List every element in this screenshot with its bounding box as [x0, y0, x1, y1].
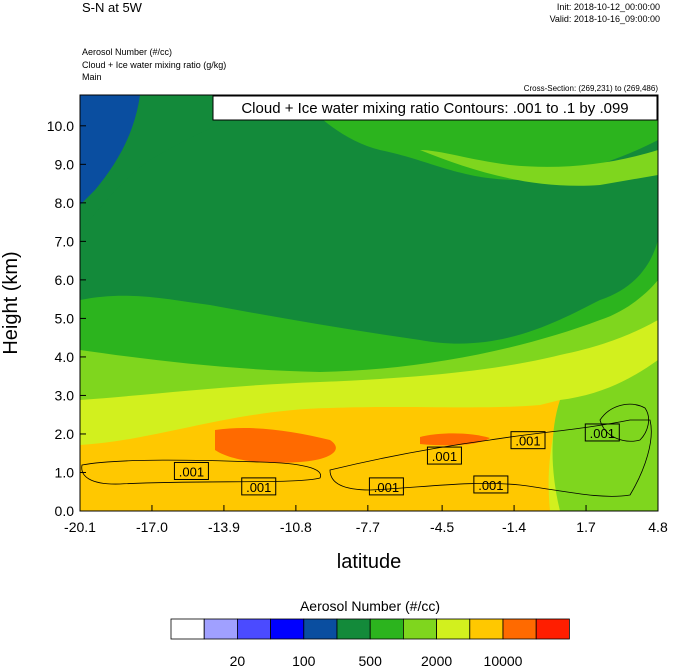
band-upper-streak [420, 150, 658, 186]
contour-label-box [241, 477, 277, 496]
colorbar-swatch [535, 618, 570, 640]
band-upper-green [80, 95, 300, 230]
contour-label-box [426, 446, 462, 465]
colorbar-swatch [203, 618, 238, 640]
band-right-lower [552, 360, 658, 511]
contour-right [599, 403, 650, 442]
y-tick-label: 5.0 [55, 310, 75, 326]
init-time: Init: 2018-10-12_00:00:00 [556, 2, 660, 12]
colorbar-swatch [369, 618, 404, 640]
colorbar-swatch [502, 618, 537, 640]
cross-section-label: Cross-Section: (269,231) to (269,486) [523, 84, 658, 93]
colorbar-swatch [469, 618, 504, 640]
contour-label-box [584, 423, 620, 442]
field-main: Main [82, 72, 102, 82]
x-tick-label: -7.7 [356, 519, 380, 535]
x-tick-label: -10.8 [280, 519, 312, 535]
contour-label-box [510, 431, 546, 450]
y-tick-label: 10.0 [47, 118, 74, 134]
x-axis-label: latitude [337, 551, 402, 573]
y-tick-label: 6.0 [55, 272, 75, 288]
contour-label: .001 [515, 434, 540, 449]
x-tick-label: 1.7 [576, 519, 596, 535]
colorbar-swatch [336, 618, 371, 640]
colorbar-swatch [270, 618, 305, 640]
colorbar-swatch [436, 618, 471, 640]
contour-label: .001 [478, 478, 503, 493]
field-cloud-ice: Cloud + Ice water mixing ratio (g/kg) [82, 60, 227, 70]
x-tick-label: -13.9 [208, 519, 240, 535]
contour-label: .001 [179, 464, 204, 479]
contour-label: .001 [590, 426, 615, 441]
y-axis-label: Height (km) [0, 251, 22, 354]
contour-label: .001 [432, 449, 457, 464]
y-axis: 0.0 1.0 2.0 3.0 4.0 5.0 6.0 7.0 8.0 9.0 10.0 [47, 118, 86, 519]
y-tick-label: 9.0 [55, 156, 75, 172]
y-tick-label: 4.0 [55, 349, 75, 365]
plot-frame [79, 94, 659, 512]
colorbar-title: Aerosol Number (#/cc) [299, 598, 441, 614]
x-tick-label: -17.0 [136, 519, 168, 535]
contour-label-box [173, 461, 209, 480]
colorbar-swatch [170, 618, 205, 640]
x-tick-label: -1.4 [502, 519, 526, 535]
x-tick-label: -20.1 [64, 519, 96, 535]
colorbar-label: 100 [292, 653, 316, 668]
valid-time: Valid: 2018-10-16_09:00:00 [549, 14, 660, 24]
y-tick-label: 2.0 [55, 426, 75, 442]
y-tick-label: 1.0 [55, 464, 75, 480]
contour-mid [329, 419, 652, 497]
contour-label: .001 [246, 480, 271, 495]
contour-labels: .001 .001 .001 .001 .001 .001 .001 [173, 423, 620, 496]
main-title: S-N at 5W [82, 0, 142, 15]
x-axis: -20.1 -17.0 -13.9 -10.8 -7.7 -4.5 -1.4 1.7 4.8 [64, 505, 668, 535]
field-aerosol: Aerosol Number (#/cc) [82, 47, 173, 57]
contour-info-box [212, 95, 658, 121]
cloud-contours [81, 403, 652, 497]
aerosol-field [80, 95, 658, 511]
x-tick-label: 4.8 [648, 519, 668, 535]
colorbar-label: 500 [359, 653, 383, 668]
band-2000-a [80, 95, 658, 411]
band-red-orange [215, 428, 336, 463]
y-tick-label: 7.0 [55, 233, 75, 249]
contour-label-box [368, 477, 404, 496]
y-tick-label: 8.0 [55, 195, 75, 211]
contour-info: Cloud + Ice water mixing ratio Contours:… [241, 100, 628, 117]
y-tick-label: 0.0 [55, 503, 75, 519]
colorbar-label: 20 [230, 653, 246, 668]
colorbar-swatch [402, 618, 437, 640]
x-tick-label: -4.5 [430, 519, 454, 535]
contour-label-box [473, 475, 509, 494]
contour-lower [81, 459, 321, 485]
band-low-aerosol [80, 95, 140, 205]
contour-label: .001 [374, 480, 399, 495]
y-tick-label: 3.0 [55, 387, 75, 403]
colorbar: 20 100 500 2000 10000 [170, 618, 570, 668]
colorbar-label: 10000 [484, 653, 523, 668]
colorbar-swatch [303, 618, 338, 640]
colorbar-swatch [236, 618, 271, 640]
colorbar-label: 2000 [421, 653, 452, 668]
